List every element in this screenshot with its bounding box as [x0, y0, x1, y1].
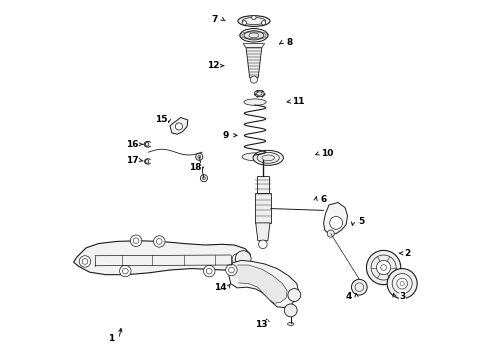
Text: 15: 15	[155, 115, 167, 124]
Ellipse shape	[240, 28, 268, 42]
Circle shape	[130, 235, 142, 247]
Text: 1: 1	[108, 334, 114, 343]
Circle shape	[196, 153, 203, 160]
Text: 18: 18	[189, 163, 201, 172]
Polygon shape	[237, 265, 287, 303]
Circle shape	[330, 216, 343, 229]
Text: 5: 5	[358, 217, 364, 226]
Ellipse shape	[253, 150, 283, 165]
Polygon shape	[74, 241, 250, 275]
Polygon shape	[257, 176, 269, 193]
Circle shape	[376, 260, 391, 275]
Circle shape	[261, 21, 266, 25]
Text: 12: 12	[207, 61, 219, 70]
Circle shape	[232, 253, 244, 265]
Circle shape	[397, 278, 408, 289]
Polygon shape	[256, 223, 270, 241]
Circle shape	[79, 256, 91, 267]
Circle shape	[242, 21, 246, 25]
Text: 14: 14	[214, 283, 226, 292]
Circle shape	[146, 159, 149, 163]
Circle shape	[387, 269, 417, 298]
Polygon shape	[323, 203, 347, 235]
Polygon shape	[255, 193, 270, 223]
Ellipse shape	[254, 90, 264, 97]
Circle shape	[367, 250, 401, 285]
Ellipse shape	[288, 323, 294, 325]
Text: 17: 17	[126, 156, 139, 165]
Polygon shape	[170, 117, 188, 134]
Text: 13: 13	[255, 320, 268, 329]
Circle shape	[203, 265, 215, 277]
Circle shape	[250, 76, 258, 83]
Ellipse shape	[242, 153, 268, 161]
Text: 10: 10	[321, 149, 333, 158]
Circle shape	[235, 251, 251, 266]
Text: 4: 4	[345, 292, 352, 301]
Text: 3: 3	[399, 292, 405, 301]
Circle shape	[259, 240, 267, 249]
Ellipse shape	[244, 99, 266, 105]
Circle shape	[146, 143, 149, 146]
Text: 9: 9	[222, 131, 228, 140]
Text: 7: 7	[212, 15, 218, 24]
Circle shape	[288, 289, 301, 301]
Circle shape	[284, 304, 297, 317]
Circle shape	[226, 264, 237, 276]
Text: 8: 8	[287, 38, 293, 47]
Circle shape	[252, 15, 256, 19]
Polygon shape	[246, 48, 262, 77]
Text: 6: 6	[320, 195, 327, 204]
Circle shape	[200, 175, 207, 182]
Polygon shape	[229, 260, 298, 307]
Circle shape	[120, 265, 131, 277]
Text: 16: 16	[126, 140, 139, 149]
Circle shape	[153, 236, 165, 247]
Text: 11: 11	[293, 97, 305, 106]
Circle shape	[175, 123, 182, 130]
Text: 2: 2	[404, 249, 411, 258]
Polygon shape	[243, 44, 265, 48]
Circle shape	[351, 279, 367, 295]
Circle shape	[327, 230, 334, 237]
Ellipse shape	[238, 16, 270, 26]
